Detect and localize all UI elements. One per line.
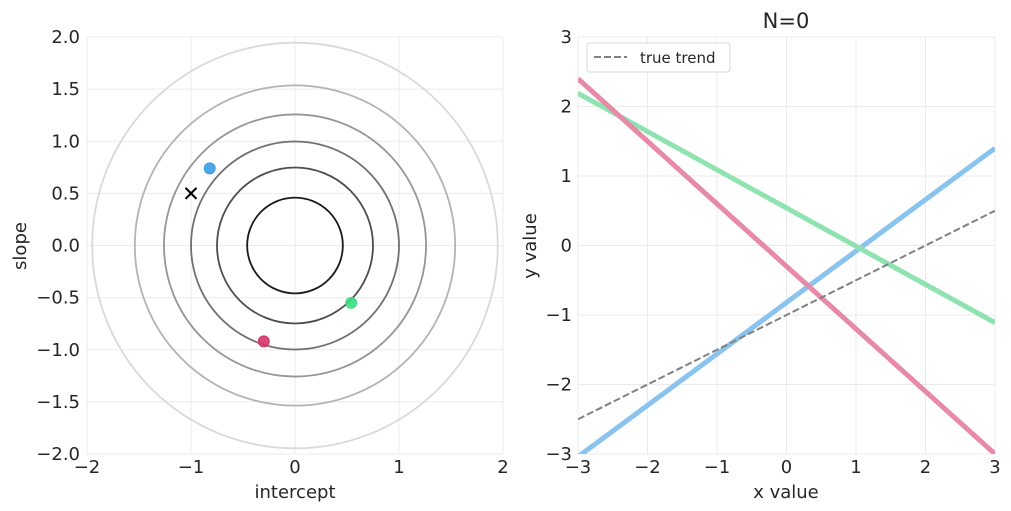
y-tick-label: 0 — [561, 236, 572, 257]
true-value-marker — [184, 187, 198, 200]
left-y-ticks: −2.0 −1.5 −1.0 −0.5 0.0 0.5 1.0 1.5 2.0 — [36, 27, 80, 465]
sample-point — [257, 335, 270, 348]
contour-ring — [216, 166, 374, 325]
x-tick-label: 2 — [920, 457, 931, 478]
y-tick-label: −1.0 — [36, 340, 80, 361]
x-tick-label: −3 — [565, 457, 592, 478]
y-tick-label: 3 — [561, 27, 572, 48]
legend: true trend — [586, 42, 731, 73]
x-tick-label: 0 — [781, 457, 792, 478]
y-tick-label: 0.0 — [51, 236, 80, 257]
contour-ring — [163, 113, 427, 378]
legend-label: true trend — [640, 49, 716, 67]
right-title: N=0 — [763, 9, 810, 33]
y-tick-label: 1 — [561, 166, 572, 187]
left-axes: −2 −1 0 1 2 −2.0−1.5−1.0−0.50.00.51.01.52.0 … — [10, 27, 509, 503]
contour-ring — [190, 140, 400, 351]
sample-line — [578, 76, 995, 454]
left-x-label: intercept — [255, 482, 336, 503]
y-tick-label: 1.5 — [51, 79, 80, 100]
right-x-label: x value — [753, 482, 819, 503]
contour-ring — [133, 84, 457, 407]
y-tick-label: −1 — [545, 305, 572, 326]
y-tick-label: −2 — [545, 375, 572, 396]
right-x-ticks: −3 −2 −1 0 1 2 3 — [565, 457, 1001, 478]
x-tick-label: −2 — [74, 457, 101, 478]
right-grid — [577, 36, 996, 455]
x-tick-label: 1 — [850, 457, 861, 478]
sample-points — [203, 162, 358, 348]
sample-line — [578, 146, 995, 454]
x-tick-label: 0 — [289, 457, 300, 478]
y-tick-label: −3 — [545, 444, 572, 465]
x-tick-label: 1 — [393, 457, 404, 478]
left-grid — [86, 36, 504, 455]
right-axes: N=0 −3 −2 −1 0 1 2 3 −3 −2 −1 0 1 2 3 x value y valu… — [520, 9, 1001, 503]
sample-line — [578, 91, 995, 325]
sample-lines — [578, 76, 995, 454]
y-tick-label: 2 — [561, 97, 572, 118]
x-tick-label: −1 — [704, 457, 731, 478]
legend-box — [586, 42, 731, 73]
true-trend-line — [578, 209, 995, 421]
y-tick-label: −2.0 — [36, 444, 80, 465]
contour-ring — [246, 196, 344, 295]
y-tick-label: 0.5 — [51, 183, 80, 204]
y-tick-label: 2.0 — [51, 27, 80, 48]
contour-ring — [91, 41, 499, 450]
contour-rings — [91, 41, 499, 450]
x-tick-label: −2 — [634, 457, 661, 478]
y-tick-label: −1.5 — [36, 392, 80, 413]
true-marker-stroke — [184, 187, 198, 200]
x-tick-label: 3 — [989, 457, 1000, 478]
sample-point — [203, 162, 216, 175]
x-tick-label: −1 — [178, 457, 205, 478]
left-x-ticks: −2 −1 0 1 2 — [74, 457, 509, 478]
true-trend-line — [578, 209, 995, 421]
y-tick-label: −0.5 — [36, 288, 80, 309]
left-y-label: slope — [10, 222, 31, 270]
sample-point — [345, 296, 358, 309]
right-y-ticks: −3 −2 −1 0 1 2 3 — [545, 27, 572, 465]
x-tick-label: 2 — [497, 457, 508, 478]
y-tick-label: 1.0 — [51, 131, 80, 152]
right-y-label: y value — [520, 213, 541, 279]
